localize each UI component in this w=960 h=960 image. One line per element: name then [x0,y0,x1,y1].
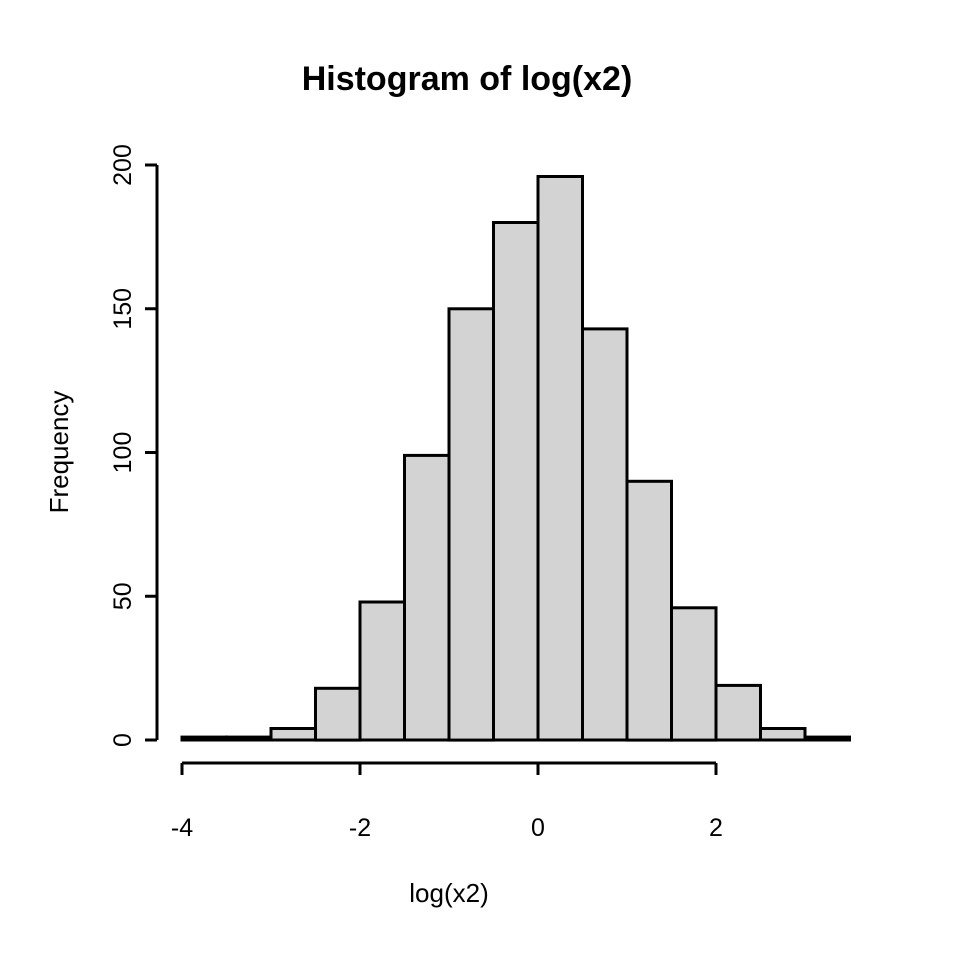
histogram-bar [670,606,718,742]
histogram-bar [447,307,495,742]
histogram-bar [581,327,629,742]
histogram-bar [269,727,317,742]
chart-title: Histogram of log(x2) [302,60,633,98]
histogram-bar [180,735,228,742]
y-tick-label: 50 [109,582,137,610]
y-tick-label: 0 [109,733,137,747]
y-tick-label: 150 [109,288,137,330]
histogram-bar [492,221,540,742]
x-tick-label: -4 [171,814,193,842]
histogram-bar [225,735,273,742]
histogram-bar [358,600,406,742]
x-axis: -4 -2 0 2 [171,761,723,842]
y-axis: 0 50 100 150 200 [109,144,159,747]
histogram-bar [536,175,584,742]
x-axis-label: log(x2) [409,878,488,908]
histogram-bar [403,453,451,742]
histogram-bars-group [180,175,851,742]
histogram-bar [803,735,851,742]
histogram-bar [714,683,762,742]
histogram-bar [625,479,673,742]
y-tick-label: 200 [109,144,137,186]
x-tick-label: 0 [531,814,545,842]
x-tick-label: -2 [349,814,371,842]
y-axis-label: Frequency [44,391,74,514]
y-tick-label: 100 [109,432,137,474]
histogram-bar [314,686,362,742]
x-tick-label: 2 [709,814,723,842]
histogram-bar [759,727,807,742]
